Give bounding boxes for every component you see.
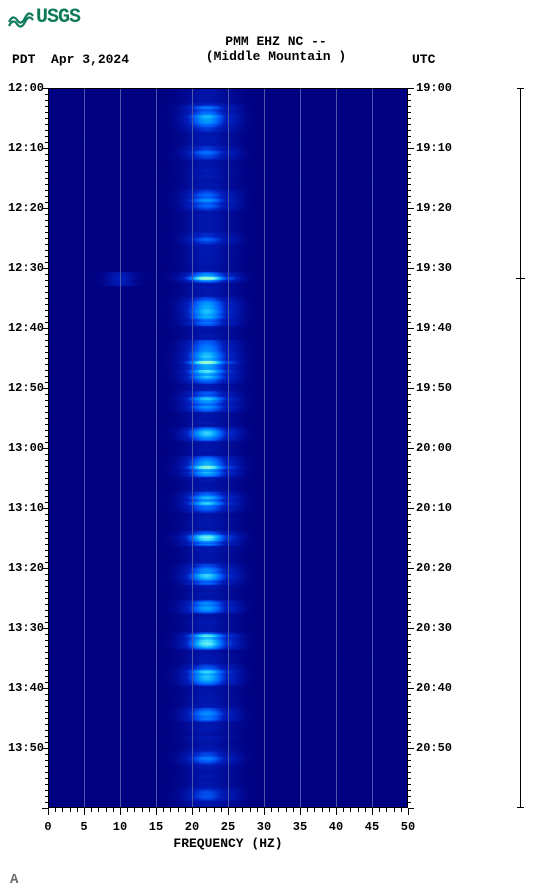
x-tick-label: 35 [293,820,307,834]
y-right-tick-label: 20:10 [416,501,452,515]
y-left-tick-label: 12:50 [8,381,44,395]
y-right-tick-label: 19:30 [416,261,452,275]
x-axis-title: FREQUENCY (HZ) [48,836,408,851]
footer-mark: A [10,872,18,888]
x-tick-label: 40 [329,820,343,834]
x-tick-label: 10 [113,820,127,834]
spectrogram-plot [48,88,408,808]
y-left-tick-label: 13:50 [8,741,44,755]
logo-text: USGS [36,6,80,29]
y-left-tick-label: 12:00 [8,81,44,95]
y-right-tick-label: 20:50 [416,741,452,755]
y-right-tick-label: 20:00 [416,441,452,455]
y-left-tick-label: 13:20 [8,561,44,575]
y-right-tick-label: 19:10 [416,141,452,155]
title-line1: PMM EHZ NC -- [225,34,326,49]
x-tick-label: 30 [257,820,271,834]
y-left-tick-label: 12:40 [8,321,44,335]
x-axis: FREQUENCY (HZ) 05101520253035404550 [48,808,408,858]
wave-icon [8,8,34,28]
x-tick-label: 15 [149,820,163,834]
y-left-tick-label: 13:30 [8,621,44,635]
y-left-tick-label: 12:30 [8,261,44,275]
right-tz-label: UTC [412,52,435,67]
y-left-tick-label: 13:00 [8,441,44,455]
title-line2: (Middle Mountain ) [206,49,346,64]
y-right-tick-label: 20:20 [416,561,452,575]
y-right-tick-label: 19:40 [416,321,452,335]
right-scale-bar [520,88,521,808]
x-tick-label: 45 [365,820,379,834]
spectrogram-canvas [48,88,408,808]
y-left-tick-label: 12:20 [8,201,44,215]
x-tick-label: 5 [80,820,87,834]
x-tick-label: 25 [221,820,235,834]
x-tick-label: 20 [185,820,199,834]
x-tick-label: 50 [401,820,415,834]
y-left-tick-label: 12:10 [8,141,44,155]
y-left-tick-label: 13:10 [8,501,44,515]
y-axis-right: 19:0019:1019:2019:3019:4019:5020:0020:10… [412,88,462,808]
y-right-tick-label: 19:50 [416,381,452,395]
x-tick-label: 0 [44,820,51,834]
y-axis-left: 12:0012:1012:2012:3012:4012:5013:0013:10… [0,88,48,808]
y-right-tick-label: 20:30 [416,621,452,635]
y-right-tick-label: 19:00 [416,81,452,95]
y-left-tick-label: 13:40 [8,681,44,695]
left-tz-label: PDT Apr 3,2024 [12,52,129,67]
usgs-logo: USGS [8,6,80,29]
y-right-tick-label: 19:20 [416,201,452,215]
y-right-tick-label: 20:40 [416,681,452,695]
